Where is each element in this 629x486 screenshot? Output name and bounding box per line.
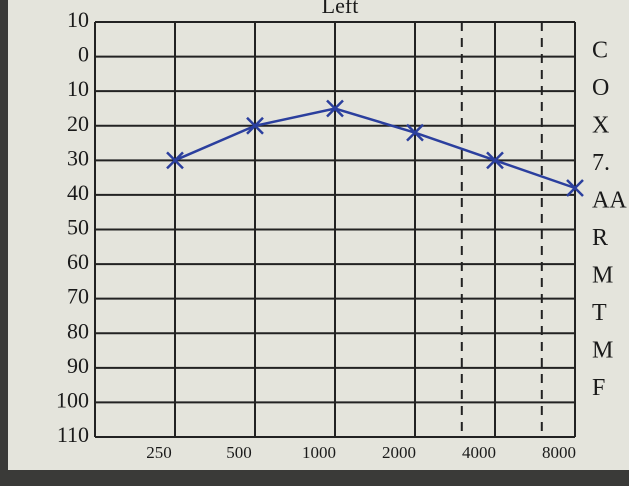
y-tick-label: 20	[67, 111, 89, 136]
data-point	[166, 151, 184, 170]
x-tick-label: 1000	[302, 443, 336, 462]
side-label: M	[592, 263, 613, 289]
y-tick-label: 110	[57, 422, 89, 447]
x-tick-label: 4000	[462, 443, 496, 462]
data-point	[246, 116, 264, 135]
side-label: M	[592, 338, 613, 364]
data-point	[486, 151, 504, 170]
side-label: C	[592, 38, 608, 64]
y-tick-label: 50	[67, 215, 89, 240]
side-label: AA	[592, 188, 627, 214]
y-tick-label: 30	[67, 145, 89, 170]
side-label: O	[592, 75, 609, 101]
chart-title: Left	[322, 0, 359, 18]
x-tick-label: 250	[146, 443, 172, 462]
y-tick-label: 70	[67, 284, 89, 309]
side-label: 7.	[592, 150, 610, 176]
side-label: R	[592, 225, 608, 251]
data-point	[566, 179, 584, 197]
paper	[8, 0, 629, 470]
y-tick-label: 10	[67, 76, 89, 101]
y-tick-label: 90	[67, 353, 89, 378]
y-tick-label: 80	[67, 318, 89, 343]
side-label: T	[592, 300, 607, 326]
side-label: F	[592, 375, 605, 401]
data-line	[174, 107, 576, 190]
side-label: X	[592, 113, 609, 139]
x-tick-label: 2000	[382, 443, 416, 462]
data-point	[406, 123, 424, 142]
y-tick-label: 60	[67, 249, 89, 274]
y-tick-label: 100	[56, 387, 89, 412]
data-point	[326, 99, 344, 118]
y-tick-label: 10	[67, 7, 89, 32]
y-tick-label: 0	[78, 42, 89, 67]
x-tick-label: 500	[226, 443, 252, 462]
y-tick-label: 40	[67, 180, 89, 205]
x-tick-label: 8000	[542, 443, 576, 462]
